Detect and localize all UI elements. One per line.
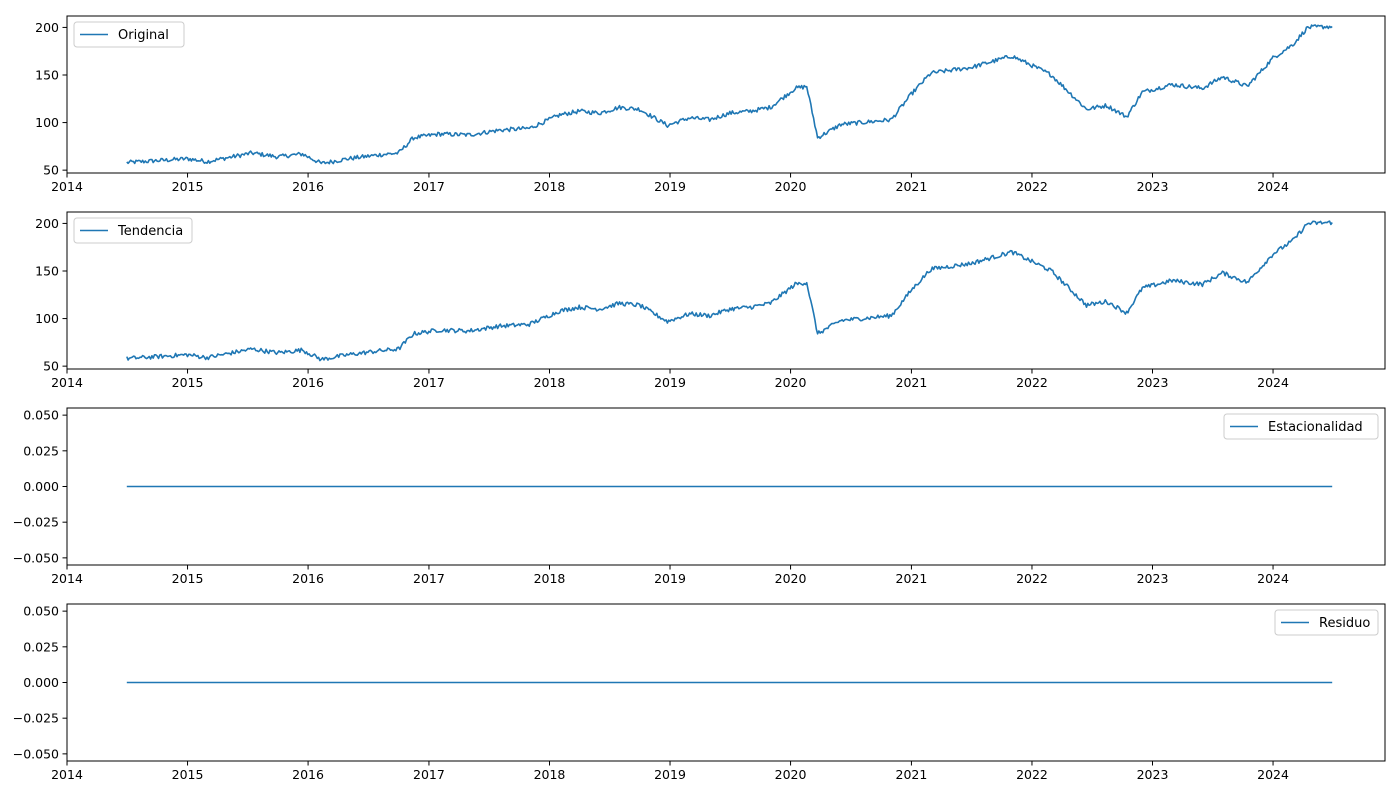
y-tick-label: 150	[35, 263, 59, 278]
x-tick-label: 2020	[775, 375, 807, 390]
x-tick-label: 2021	[896, 571, 928, 586]
y-tick-label: 50	[43, 163, 59, 178]
x-tick-label: 2015	[172, 571, 204, 586]
y-tick-label: 100	[35, 115, 59, 130]
x-tick-label: 2016	[292, 571, 324, 586]
y-tick-label: 0.025	[23, 639, 59, 654]
x-tick-label: 2024	[1257, 375, 1289, 390]
x-tick-label: 2018	[534, 375, 566, 390]
legend-box	[73, 21, 185, 48]
x-tick-label: 2021	[896, 179, 928, 194]
x-tick-label: 2024	[1257, 571, 1289, 586]
x-tick-label: 2024	[1257, 179, 1289, 194]
y-tick-label: 100	[35, 311, 59, 326]
x-tick-label: 2022	[1016, 179, 1048, 194]
x-tick-label: 2023	[1137, 571, 1169, 586]
series-line-original	[126, 24, 1333, 165]
x-tick-label: 2018	[534, 571, 566, 586]
x-tick-label: 2020	[775, 767, 807, 782]
x-tick-label: 2014	[51, 375, 83, 390]
x-tick-label: 2019	[654, 375, 686, 390]
legend: Original	[73, 21, 185, 48]
y-tick-label: 200	[35, 20, 59, 35]
x-tick-label: 2017	[413, 375, 445, 390]
x-tick-label: 2019	[654, 179, 686, 194]
x-tick-label: 2016	[292, 767, 324, 782]
x-tick-label: 2015	[172, 179, 204, 194]
x-tick-label: 2018	[534, 179, 566, 194]
x-tick-label: 2019	[654, 767, 686, 782]
x-tick-label: 2021	[896, 375, 928, 390]
legend: Estacionalidad	[1223, 413, 1379, 440]
x-tick-label: 2015	[172, 767, 204, 782]
x-tick-label: 2023	[1137, 179, 1169, 194]
x-tick-label: 2023	[1137, 767, 1169, 782]
series-line-tendencia	[126, 220, 1333, 362]
y-tick-label: 0.050	[23, 408, 59, 423]
x-tick-label: 2017	[413, 767, 445, 782]
x-tick-label: 2014	[51, 179, 83, 194]
x-tick-label: 2018	[534, 767, 566, 782]
legend-box	[73, 217, 193, 244]
y-tick-label: −0.025	[13, 711, 59, 726]
y-tick-label: 0.050	[23, 604, 59, 619]
x-tick-label: 2017	[413, 179, 445, 194]
legend-box	[1274, 609, 1379, 636]
x-tick-label: 2022	[1016, 375, 1048, 390]
x-tick-label: 2023	[1137, 375, 1169, 390]
legend-label: Tendencia	[117, 224, 183, 239]
legend: Tendencia	[73, 217, 193, 244]
y-tick-label: −0.050	[13, 550, 59, 565]
x-tick-label: 2014	[51, 767, 83, 782]
x-tick-label: 2022	[1016, 571, 1048, 586]
legend-label: Estacionalidad	[1268, 420, 1363, 435]
x-tick-label: 2024	[1257, 767, 1289, 782]
legend-label: Original	[118, 28, 169, 43]
legend: Residuo	[1274, 609, 1379, 636]
y-tick-label: 0.025	[23, 443, 59, 458]
x-tick-label: 2019	[654, 571, 686, 586]
x-tick-label: 2015	[172, 375, 204, 390]
y-tick-label: 0.000	[23, 479, 59, 494]
x-tick-label: 2014	[51, 571, 83, 586]
chart-panel-3: 2014 2015 2016 2017 2018 2019 2020 2021 2022 2023…	[13, 407, 1386, 586]
axes-frame	[66, 211, 1386, 370]
chart-panel-4: 2014 2015 2016 2017 2018 2019 2020 2021 2022 2023…	[13, 603, 1386, 782]
legend-label: Residuo	[1319, 616, 1370, 631]
y-tick-label: 150	[35, 67, 59, 82]
axes-frame	[66, 15, 1386, 174]
y-tick-label: 200	[35, 216, 59, 231]
y-tick-label: 50	[43, 359, 59, 374]
x-tick-label: 2016	[292, 375, 324, 390]
chart-panel-1: 2014 2015 2016 2017 2018 2019 2020 2021 2022 2023…	[35, 15, 1386, 194]
y-tick-label: 0.000	[23, 675, 59, 690]
y-tick-label: −0.050	[13, 746, 59, 761]
x-tick-label: 2017	[413, 571, 445, 586]
x-tick-label: 2016	[292, 179, 324, 194]
x-tick-label: 2020	[775, 179, 807, 194]
chart-panel-2: 2014 2015 2016 2017 2018 2019 2020 2021 2022 2023…	[35, 211, 1386, 390]
x-tick-label: 2020	[775, 571, 807, 586]
x-tick-label: 2021	[896, 767, 928, 782]
x-tick-label: 2022	[1016, 767, 1048, 782]
y-tick-label: −0.025	[13, 515, 59, 530]
legend-box	[1223, 413, 1379, 440]
